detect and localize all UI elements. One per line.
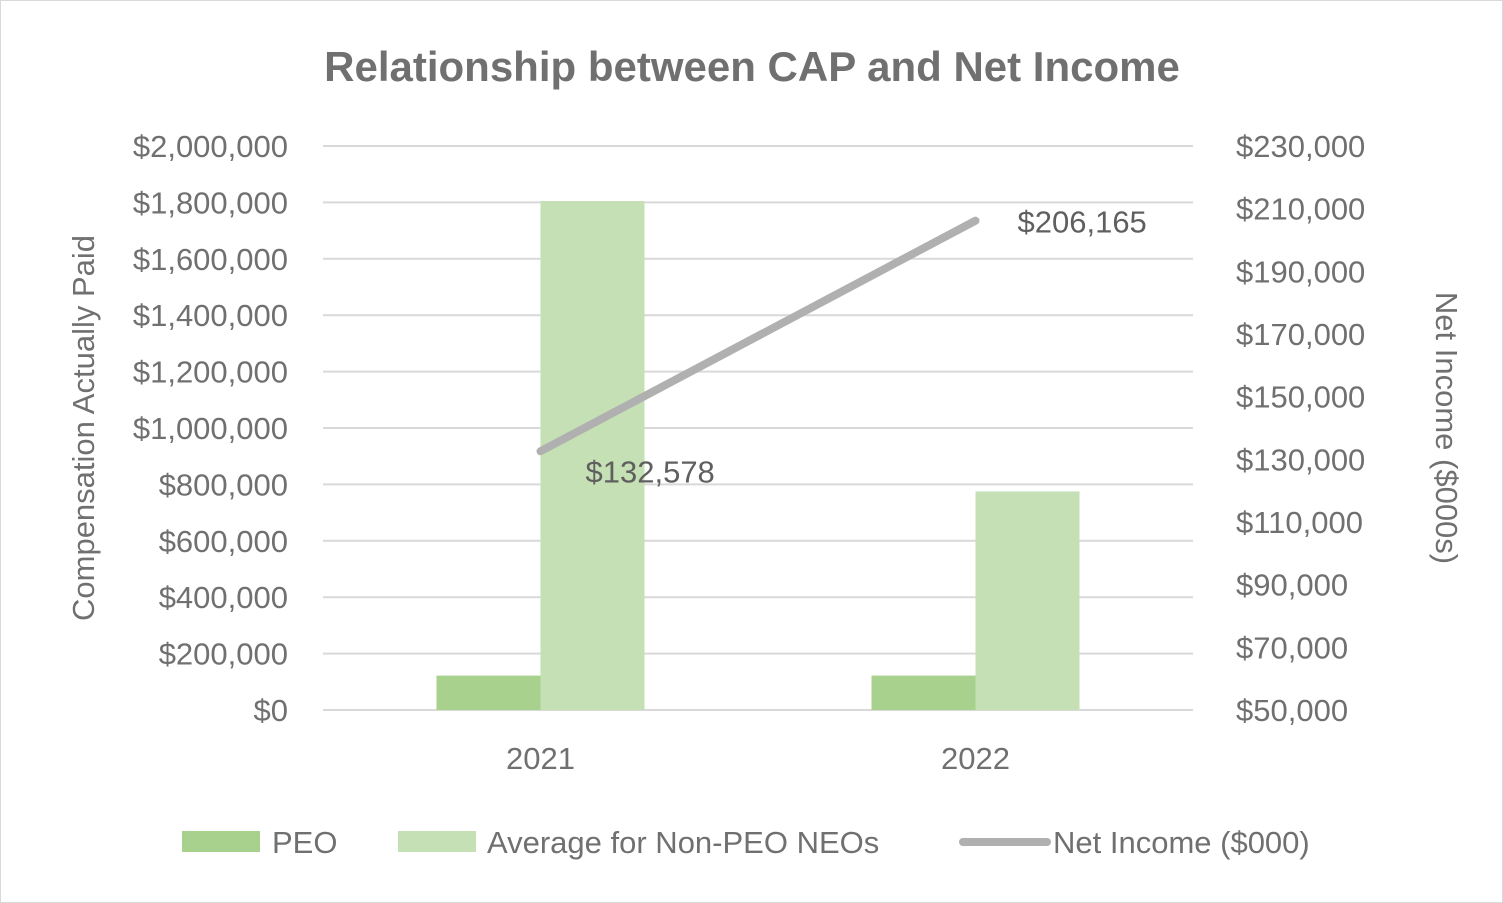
left-tick-label: $1,000,000 bbox=[133, 411, 288, 446]
left-tick-label: $1,800,000 bbox=[133, 185, 288, 220]
category-label: 2022 bbox=[941, 741, 1010, 776]
legend: PEO Average for Non-PEO NEOs Net Income ($… bbox=[182, 825, 1310, 860]
right-axis-ticks: $50,000 $70,000 $90,000 $110,000 $130,000 $15… bbox=[1236, 129, 1365, 728]
right-tick-label: $230,000 bbox=[1236, 129, 1365, 164]
right-tick-label: $150,000 bbox=[1236, 380, 1365, 415]
right-tick-label: $190,000 bbox=[1236, 254, 1365, 289]
right-tick-label: $170,000 bbox=[1236, 317, 1365, 352]
left-tick-label: $200,000 bbox=[159, 637, 288, 672]
legend-swatch bbox=[182, 831, 260, 852]
right-tick-label: $90,000 bbox=[1236, 568, 1348, 603]
right-tick-label: $110,000 bbox=[1236, 505, 1363, 540]
bars bbox=[436, 200, 1080, 711]
legend-swatch bbox=[398, 831, 476, 852]
right-tick-label: $210,000 bbox=[1236, 192, 1365, 227]
left-axis-title: Compensation Actually Paid bbox=[66, 235, 101, 621]
left-tick-label: $600,000 bbox=[159, 524, 288, 559]
left-tick-label: $1,600,000 bbox=[133, 242, 288, 277]
left-axis-ticks: $0 $200,000 $400,000 $600,000 $800,000 $1,000… bbox=[133, 129, 288, 728]
bar-average-for-non-peo-neos-2021 bbox=[540, 200, 645, 711]
bar-average-for-non-peo-neos-2022 bbox=[975, 491, 1080, 710]
left-tick-label: $0 bbox=[254, 693, 288, 728]
net-income-data-label: $132,578 bbox=[586, 454, 715, 489]
net-income-series-line bbox=[536, 216, 980, 456]
category-label: 2021 bbox=[506, 741, 575, 776]
net-income-line bbox=[536, 216, 980, 456]
gridlines bbox=[323, 145, 1193, 711]
right-tick-label: $70,000 bbox=[1236, 630, 1348, 665]
right-axis-title: Net Income ($000s) bbox=[1429, 292, 1464, 564]
bar-peo-2022 bbox=[871, 675, 976, 710]
net-income-data-label: $206,165 bbox=[1018, 205, 1147, 240]
bar-peo-2021 bbox=[436, 675, 541, 710]
right-tick-label: $50,000 bbox=[1236, 693, 1348, 728]
left-tick-label: $1,400,000 bbox=[133, 298, 288, 333]
legend-label: Average for Non-PEO NEOs bbox=[487, 825, 879, 860]
legend-label: PEO bbox=[272, 825, 337, 860]
left-tick-label: $400,000 bbox=[159, 580, 288, 615]
right-tick-label: $130,000 bbox=[1236, 442, 1365, 477]
data-labels: $132,578 $206,165 bbox=[586, 205, 1147, 490]
chart-title: Relationship between CAP and Net Income bbox=[324, 43, 1180, 90]
legend-label: Net Income ($000) bbox=[1053, 825, 1310, 860]
category-axis: 2021 2022 bbox=[506, 741, 1010, 776]
left-tick-label: $1,200,000 bbox=[133, 355, 288, 390]
left-tick-label: $800,000 bbox=[159, 467, 288, 502]
left-tick-label: $2,000,000 bbox=[133, 129, 288, 164]
